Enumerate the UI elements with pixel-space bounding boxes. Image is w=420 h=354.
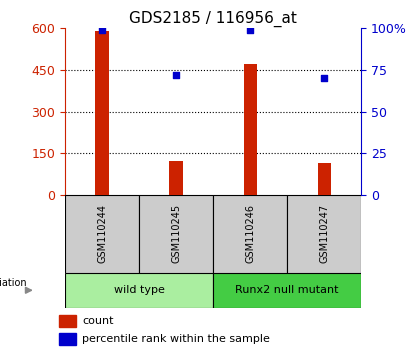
Point — [99, 27, 105, 33]
Point — [247, 27, 254, 33]
Bar — [95, 31, 109, 195]
Title: GDS2185 / 116956_at: GDS2185 / 116956_at — [129, 11, 297, 27]
Bar — [213, 273, 361, 308]
Bar — [59, 333, 76, 345]
Bar — [170, 161, 183, 195]
Text: GSM110246: GSM110246 — [245, 204, 255, 263]
Bar — [287, 195, 361, 273]
Bar — [65, 273, 213, 308]
Point — [173, 72, 179, 78]
Text: percentile rank within the sample: percentile rank within the sample — [82, 334, 270, 344]
Bar — [139, 195, 213, 273]
Bar — [59, 315, 76, 327]
Text: count: count — [82, 316, 114, 326]
Point — [321, 75, 328, 81]
Bar — [318, 163, 331, 195]
Text: GSM110244: GSM110244 — [97, 204, 107, 263]
Text: Runx2 null mutant: Runx2 null mutant — [236, 285, 339, 295]
Bar — [244, 64, 257, 195]
Text: GSM110247: GSM110247 — [319, 204, 329, 263]
Text: genotype/variation: genotype/variation — [0, 278, 27, 288]
Text: wild type: wild type — [114, 285, 165, 295]
Text: GSM110245: GSM110245 — [171, 204, 181, 263]
Bar — [65, 195, 139, 273]
Bar — [213, 195, 287, 273]
